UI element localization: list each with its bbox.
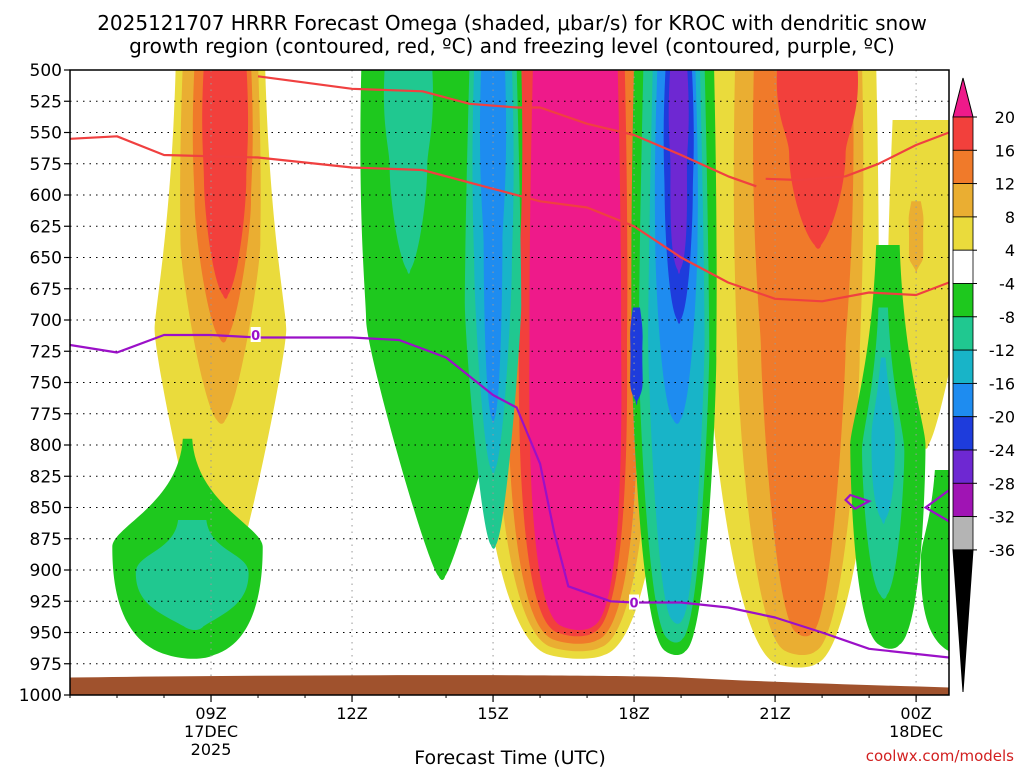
y-tick-label: 625: [30, 217, 62, 237]
y-tick-label: 1000: [19, 686, 62, 706]
x-tick-label: 18Z: [618, 704, 649, 723]
x-tick-label: 21Z: [759, 704, 790, 723]
dgz-upper-isotherm-line: [70, 135, 949, 303]
colorbar-label: -20: [989, 408, 1015, 427]
x-axis-label: Forecast Time (UTC): [414, 747, 605, 768]
pressure-axis: 500 525 550 575 600 625 650 675 700 725 750 775 800 8…: [19, 61, 70, 706]
y-tick-label: 525: [30, 92, 62, 112]
y-tick-label: 700: [30, 311, 62, 331]
colorbar-swatch: [952, 149, 974, 185]
colorbar-swatch: [952, 482, 974, 517]
y-tick-label: 750: [30, 374, 62, 394]
y-tick-label: 875: [30, 530, 62, 550]
colorbar-bottom-arrow: [952, 549, 974, 693]
pressure-gridlines: [70, 70, 949, 695]
x-tick-label: 12Z: [336, 704, 367, 723]
colorbar-label: 12: [995, 175, 1015, 194]
y-tick-label: 550: [30, 124, 62, 144]
temperature-contours: 00: [70, 75, 949, 659]
colorbar-label: -4: [999, 275, 1015, 294]
x-tick-label: 15Z: [477, 704, 508, 723]
colorbar-swatch: [952, 216, 974, 251]
freezing-level-label: 0: [630, 597, 639, 612]
colorbar-swatch: [952, 316, 974, 351]
freezing-level-loop: [844, 493, 872, 511]
downward-edge-4: [920, 470, 949, 652]
colorbar-label: -32: [989, 508, 1015, 527]
downward-18z-24b: [630, 307, 643, 406]
colorbar-swatch: [952, 249, 974, 284]
freezing-level-label: 0: [251, 329, 260, 344]
colorbar-label: 16: [995, 141, 1015, 160]
downward-13z-8: [383, 70, 433, 274]
y-tick-label: 925: [30, 592, 62, 612]
upward-09z-16: [202, 70, 249, 299]
y-tick-label: 675: [30, 280, 62, 300]
x-tick-year: 2025: [191, 740, 232, 759]
site-credit: coolwx.com/models: [866, 747, 1014, 765]
y-tick-label: 825: [30, 467, 62, 487]
y-tick-label: 800: [30, 436, 62, 456]
colorbar-label: -8: [999, 308, 1015, 327]
freezing-label-bg: [629, 594, 640, 610]
y-tick-label: 850: [30, 499, 62, 519]
colorbar-top-arrow: [952, 77, 974, 118]
colorbar-label: -12: [989, 341, 1015, 360]
y-tick-label: 650: [30, 249, 62, 269]
colorbar-swatch: [952, 283, 974, 318]
x-tick-date: 17DEC: [184, 722, 238, 741]
colorbar-swatch: [952, 183, 974, 218]
upward-21z-16: [776, 70, 858, 249]
downward-08z-8: [135, 520, 249, 631]
dgz-lower-isotherm-line-2: [765, 131, 949, 182]
colorbar-swatch: [952, 516, 974, 551]
upward-16-17z-20: [529, 70, 622, 630]
colorbar-swatch: [952, 449, 974, 484]
omega-shaded-field: [112, 70, 949, 668]
dgz-lower-isotherm-line: [257, 75, 757, 188]
colorbar-label: 4: [1005, 241, 1015, 260]
colorbar-label: -28: [989, 474, 1015, 493]
colorbar-swatch: [952, 349, 974, 384]
downward-19z-24: [668, 70, 689, 274]
y-tick-label: 775: [30, 405, 62, 425]
y-tick-label: 500: [30, 61, 62, 81]
y-tick-label: 725: [30, 342, 62, 362]
terrain-fill: [70, 675, 949, 695]
colorbar-label: -24: [989, 441, 1015, 460]
colorbar-swatch: [952, 116, 974, 151]
y-tick-label: 900: [30, 561, 62, 581]
y-tick-label: 975: [30, 655, 62, 675]
chart-title: 2025121707 HRRR Forecast Omega (shaded, …: [97, 11, 927, 35]
freezing-level-edge: [923, 488, 949, 523]
colorbar-label: -16: [989, 374, 1015, 393]
x-tick-date: 18DEC: [889, 722, 943, 741]
colorbar-label: 8: [1005, 208, 1015, 227]
y-tick-label: 575: [30, 155, 62, 175]
x-tick-label: 00Z: [900, 704, 931, 723]
freezing-label-bg: [250, 327, 261, 342]
downward-23z-12: [871, 357, 895, 524]
colorbar-legend: 20 16 12 8 4 -4 -8 -12 -16 -20 -24 -28 -32 -36: [952, 77, 1015, 693]
terrain-ground: [70, 675, 949, 695]
upward-00z-8: [908, 201, 924, 274]
y-tick-label: 600: [30, 186, 62, 206]
colorbar-swatch: [952, 416, 974, 451]
y-tick-label: 950: [30, 624, 62, 644]
colorbar-swatch: [952, 382, 974, 418]
colorbar-label: -36: [989, 541, 1015, 560]
x-tick-label: 09Z: [195, 704, 226, 723]
colorbar-label: 20: [995, 108, 1015, 127]
freezing-level-line: [70, 333, 949, 659]
chart-subtitle: growth region (contoured, red, ºC) and f…: [129, 34, 895, 58]
